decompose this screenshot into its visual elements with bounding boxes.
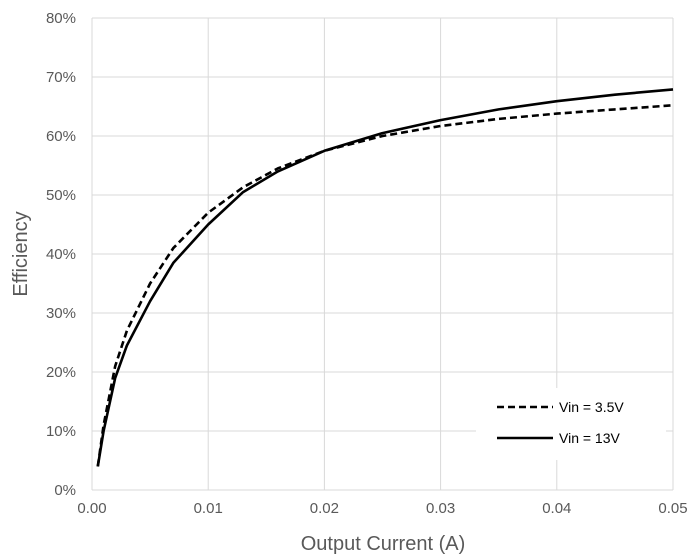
y-tick-label: 40%: [46, 246, 76, 263]
series-line-1: [96, 88, 674, 467]
x-tick-labels: 0.00 0.01 0.02 0.03 0.04 0.05: [77, 500, 687, 517]
legend: Vin = 3.5V Vin = 13V: [476, 388, 666, 460]
x-tick-label: 0.05: [658, 500, 687, 517]
y-tick-label: 10%: [46, 423, 76, 440]
y-tick-label: 20%: [46, 364, 76, 381]
legend-label-0: Vin = 3.5V: [559, 399, 624, 415]
y-axis-title: Efficiency: [10, 211, 32, 296]
x-tick-label: 0.01: [194, 500, 223, 517]
y-tick-label: 80%: [46, 10, 76, 27]
y-tick-label: 50%: [46, 187, 76, 204]
y-tick-labels: 0% 10% 20% 30% 40% 50% 60% 70% 80%: [46, 10, 76, 499]
y-tick-label: 60%: [46, 128, 76, 145]
series-line-0: [96, 104, 674, 467]
x-axis-title: Output Current (A): [301, 533, 466, 555]
y-tick-label: 70%: [46, 69, 76, 86]
legend-label-1: Vin = 13V: [559, 430, 621, 446]
y-tick-label: 0%: [54, 482, 76, 499]
x-tick-label: 0.03: [426, 500, 455, 517]
y-tick-label: 30%: [46, 305, 76, 322]
series-layer: [96, 88, 674, 467]
x-tick-label: 0.04: [542, 500, 571, 517]
legend-box: [476, 388, 666, 460]
x-tick-label: 0.00: [77, 500, 106, 517]
x-tick-label: 0.02: [310, 500, 339, 517]
